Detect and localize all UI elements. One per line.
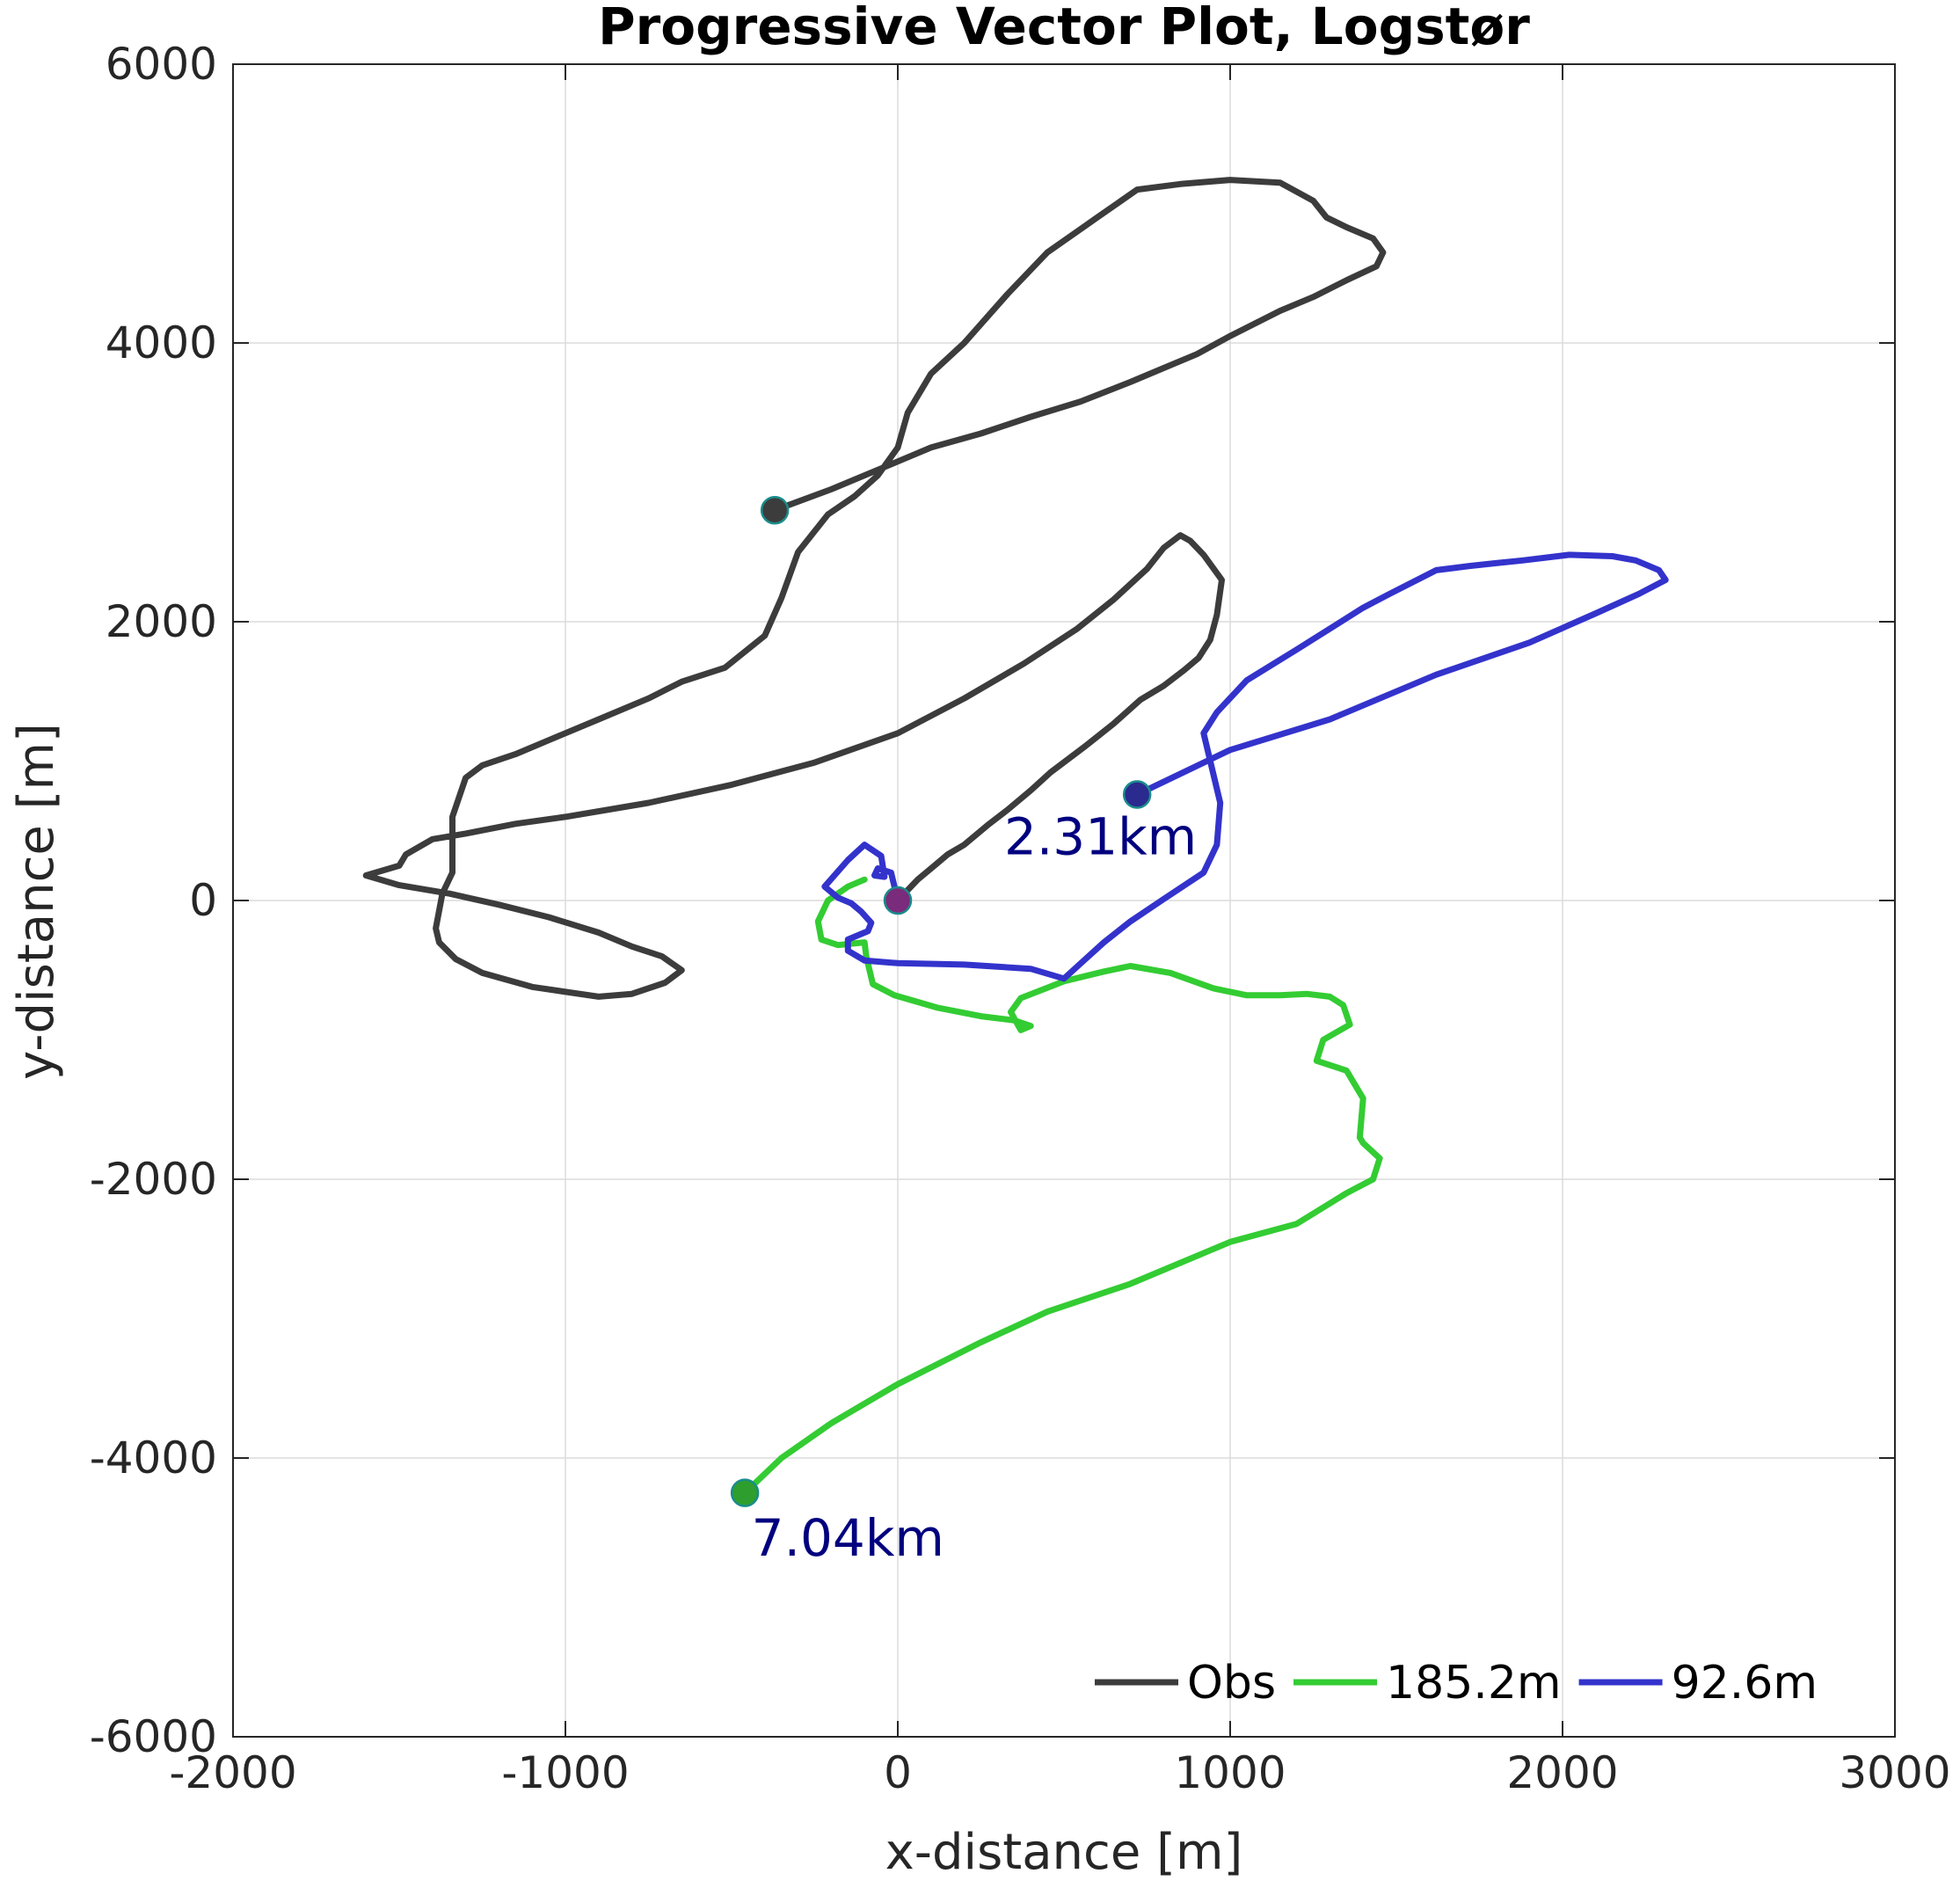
axis-ticks: -2000 -1000 0 1000 2000 3000 -6000 -4000 -2000 0 2… [90, 39, 1951, 1798]
y-tick-label: 2000 [106, 596, 217, 647]
legend-label: 92.6m [1672, 1657, 1818, 1710]
series-end-marker [730, 1478, 760, 1507]
y-tick-label: -4000 [90, 1433, 217, 1484]
x-tick-label: 2000 [1506, 1747, 1618, 1798]
series-line-185-2m [741, 876, 1383, 1497]
x-tick-label: 1000 [1174, 1747, 1286, 1798]
y-tick-label: 0 [189, 875, 217, 926]
y-tick-label: 4000 [106, 317, 217, 368]
distance-annotation: 7.04km [752, 1508, 944, 1568]
y-tick-label: 6000 [106, 39, 217, 90]
y-tick-label: -2000 [90, 1154, 217, 1205]
legend: Obs 185.2m 92.6m [1095, 1657, 1818, 1710]
x-axis-label: x-distance [m] [885, 1824, 1243, 1881]
series-line-92-6m [821, 551, 1669, 982]
x-tick-label: 0 [884, 1747, 912, 1798]
x-tick-label: -2000 [169, 1747, 296, 1798]
plot-frame [232, 63, 1896, 1738]
x-tick-label: -1000 [501, 1747, 629, 1798]
annotations-layer: 2.31km 7.04km [752, 807, 1198, 1568]
markers-layer [730, 495, 1152, 1507]
series-line-obs [362, 177, 1387, 1000]
legend-label: Obs [1187, 1657, 1276, 1710]
distance-annotation: 2.31km [1004, 807, 1197, 867]
series-layer [362, 177, 1669, 1497]
series-end-marker [1122, 780, 1152, 809]
legend-label: 185.2m [1386, 1657, 1562, 1710]
y-axis-label: y-distance [m] [8, 723, 65, 1080]
chart-title: Progressive Vector Plot, Logstør [598, 0, 1530, 56]
origin-marker [883, 886, 913, 915]
y-tick-label: -6000 [90, 1711, 217, 1762]
x-tick-label: 3000 [1839, 1747, 1950, 1798]
series-end-marker [760, 495, 790, 525]
